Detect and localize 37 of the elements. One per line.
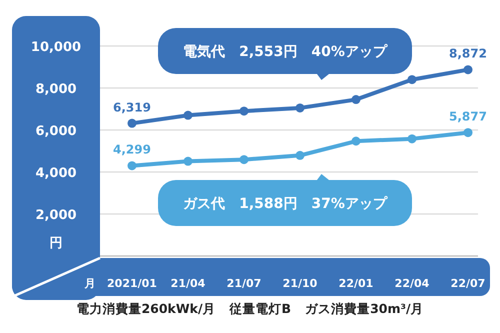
annotation: ガス代 1,588円 37%アップ — [183, 195, 388, 212]
point — [184, 110, 192, 120]
data-label: 6,319 — [113, 100, 151, 114]
y-tick-label: 2,000 — [35, 208, 77, 223]
point — [464, 65, 472, 74]
point — [408, 75, 416, 84]
point — [240, 155, 248, 164]
x-tick-label: 2021/01 — [107, 277, 157, 290]
x-tick-label: 22/01 — [338, 277, 374, 290]
y-axis-title: 円 — [50, 236, 62, 251]
x-tick-label: 21/07 — [226, 277, 262, 290]
x-tick-label: 22/07 — [450, 277, 486, 290]
point — [128, 118, 136, 128]
y-tick-label: 4,000 — [35, 166, 77, 181]
y-tick-label: 8,000 — [35, 82, 77, 97]
data-label: 8,872 — [449, 46, 487, 61]
point — [296, 150, 304, 160]
point — [464, 128, 472, 138]
x-axis-title: 月 — [84, 277, 96, 290]
point — [296, 103, 304, 112]
data-label: 4,299 — [113, 142, 151, 157]
point — [128, 161, 136, 170]
point — [352, 136, 360, 146]
text: 電力消費量260kWk/月 — [76, 301, 216, 316]
point — [352, 95, 360, 104]
x-tick-label: 21/04 — [170, 277, 206, 290]
x-tick-label: 22/04 — [394, 277, 430, 290]
y-tick-label: 6,000 — [35, 124, 77, 139]
x-tick-label: 21/10 — [282, 277, 318, 290]
point — [184, 156, 192, 166]
y-tick-label: 10,000 — [30, 40, 82, 55]
text: ガス消費量30m³/月 — [305, 301, 424, 316]
point — [240, 106, 248, 116]
annotation: 電気代 2,553円 40%アップ — [183, 43, 388, 60]
point — [408, 134, 416, 144]
text: 従量電灯B — [228, 301, 292, 316]
data-label: 5,877 — [449, 110, 487, 124]
